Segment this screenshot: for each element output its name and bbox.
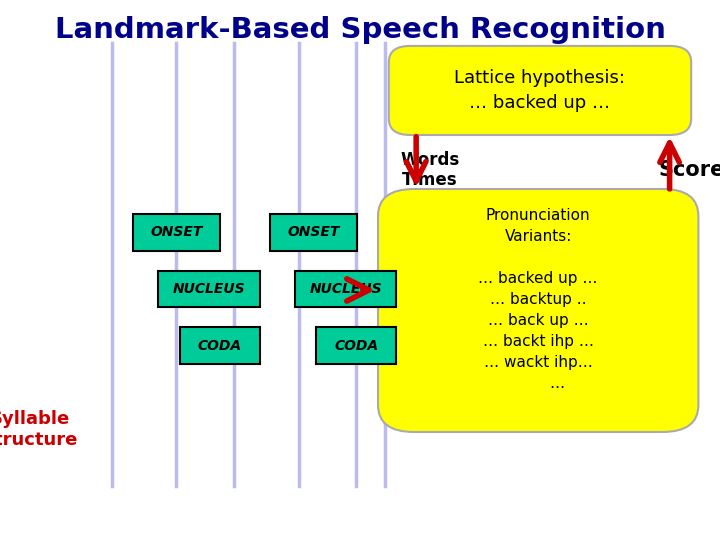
FancyBboxPatch shape [269, 214, 357, 251]
FancyBboxPatch shape [133, 214, 220, 251]
Text: Syllable
Structure: Syllable Structure [0, 410, 78, 449]
Text: CODA: CODA [197, 339, 242, 353]
Text: NUCLEUS: NUCLEUS [173, 282, 245, 296]
FancyBboxPatch shape [158, 271, 260, 307]
FancyBboxPatch shape [378, 189, 698, 432]
Text: CODA: CODA [334, 339, 379, 353]
Text: Lattice hypothesis:
… backed up …: Lattice hypothesis: … backed up … [454, 69, 626, 112]
Text: Scores: Scores [659, 160, 720, 180]
Text: NUCLEUS: NUCLEUS [310, 282, 382, 296]
Text: ONSET: ONSET [150, 225, 202, 239]
FancyBboxPatch shape [295, 271, 396, 307]
Text: ONSET: ONSET [287, 225, 339, 239]
FancyBboxPatch shape [180, 327, 260, 364]
Text: Landmark-Based Speech Recognition: Landmark-Based Speech Recognition [55, 16, 665, 44]
FancyBboxPatch shape [317, 327, 396, 364]
Text: Words
Times: Words Times [400, 151, 459, 190]
Text: Pronunciation
Variants:

… backed up …
… backtup ..
… back up …
… backt ihp …
… : Pronunciation Variants: … backed up … … … [479, 208, 598, 391]
FancyBboxPatch shape [389, 46, 691, 135]
